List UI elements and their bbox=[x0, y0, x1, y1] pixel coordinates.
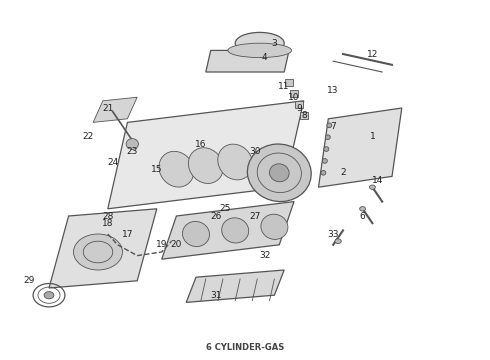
Text: 25: 25 bbox=[220, 204, 231, 213]
Ellipse shape bbox=[235, 32, 284, 54]
Polygon shape bbox=[93, 97, 137, 122]
Polygon shape bbox=[186, 270, 284, 302]
Text: 12: 12 bbox=[367, 50, 378, 59]
Text: 2: 2 bbox=[340, 168, 346, 177]
Text: 27: 27 bbox=[249, 212, 261, 220]
Text: 24: 24 bbox=[107, 158, 118, 166]
Polygon shape bbox=[318, 108, 402, 187]
Ellipse shape bbox=[188, 148, 223, 184]
Text: 4: 4 bbox=[262, 53, 268, 62]
Ellipse shape bbox=[360, 207, 366, 211]
Text: 20: 20 bbox=[171, 240, 182, 249]
Text: 18: 18 bbox=[102, 219, 114, 228]
Ellipse shape bbox=[325, 135, 330, 140]
Bar bbox=[295, 101, 303, 108]
Text: 17: 17 bbox=[122, 230, 133, 239]
Bar bbox=[290, 90, 298, 97]
Polygon shape bbox=[108, 101, 304, 209]
Bar bbox=[285, 79, 293, 86]
Text: 19: 19 bbox=[156, 240, 168, 249]
Text: 3: 3 bbox=[271, 39, 277, 48]
Text: 26: 26 bbox=[210, 212, 221, 220]
Text: 32: 32 bbox=[259, 251, 270, 260]
Ellipse shape bbox=[74, 234, 122, 270]
Ellipse shape bbox=[327, 123, 332, 128]
Ellipse shape bbox=[322, 158, 327, 163]
Text: 14: 14 bbox=[371, 176, 383, 185]
Ellipse shape bbox=[369, 185, 375, 189]
Text: 15: 15 bbox=[151, 165, 163, 174]
Ellipse shape bbox=[324, 147, 329, 151]
Text: 13: 13 bbox=[327, 86, 339, 95]
Text: 33: 33 bbox=[327, 230, 339, 239]
Text: 6 CYLINDER-GAS: 6 CYLINDER-GAS bbox=[206, 343, 284, 352]
Text: 30: 30 bbox=[249, 147, 261, 156]
Text: 22: 22 bbox=[83, 132, 94, 141]
Text: 8: 8 bbox=[301, 111, 307, 120]
Text: 9: 9 bbox=[296, 104, 302, 113]
Ellipse shape bbox=[228, 43, 292, 58]
Text: 16: 16 bbox=[195, 140, 207, 149]
Polygon shape bbox=[162, 202, 294, 259]
Text: 29: 29 bbox=[24, 276, 35, 285]
Text: 10: 10 bbox=[288, 93, 300, 102]
Text: 7: 7 bbox=[330, 122, 336, 131]
Ellipse shape bbox=[159, 151, 194, 187]
Ellipse shape bbox=[44, 292, 54, 299]
Ellipse shape bbox=[221, 218, 249, 243]
Text: 23: 23 bbox=[126, 147, 138, 156]
Ellipse shape bbox=[321, 171, 326, 175]
Text: 21: 21 bbox=[102, 104, 114, 113]
Text: 11: 11 bbox=[278, 82, 290, 91]
Text: 1: 1 bbox=[369, 132, 375, 141]
Polygon shape bbox=[49, 209, 157, 288]
Ellipse shape bbox=[182, 221, 210, 247]
Bar bbox=[300, 112, 308, 119]
Ellipse shape bbox=[218, 144, 253, 180]
Text: 31: 31 bbox=[210, 291, 221, 300]
Ellipse shape bbox=[335, 239, 341, 244]
Ellipse shape bbox=[247, 144, 311, 202]
Text: 28: 28 bbox=[102, 212, 114, 220]
Text: 6: 6 bbox=[360, 212, 366, 220]
Polygon shape bbox=[206, 50, 289, 72]
Ellipse shape bbox=[270, 164, 289, 182]
Ellipse shape bbox=[261, 214, 288, 239]
Ellipse shape bbox=[126, 139, 138, 149]
